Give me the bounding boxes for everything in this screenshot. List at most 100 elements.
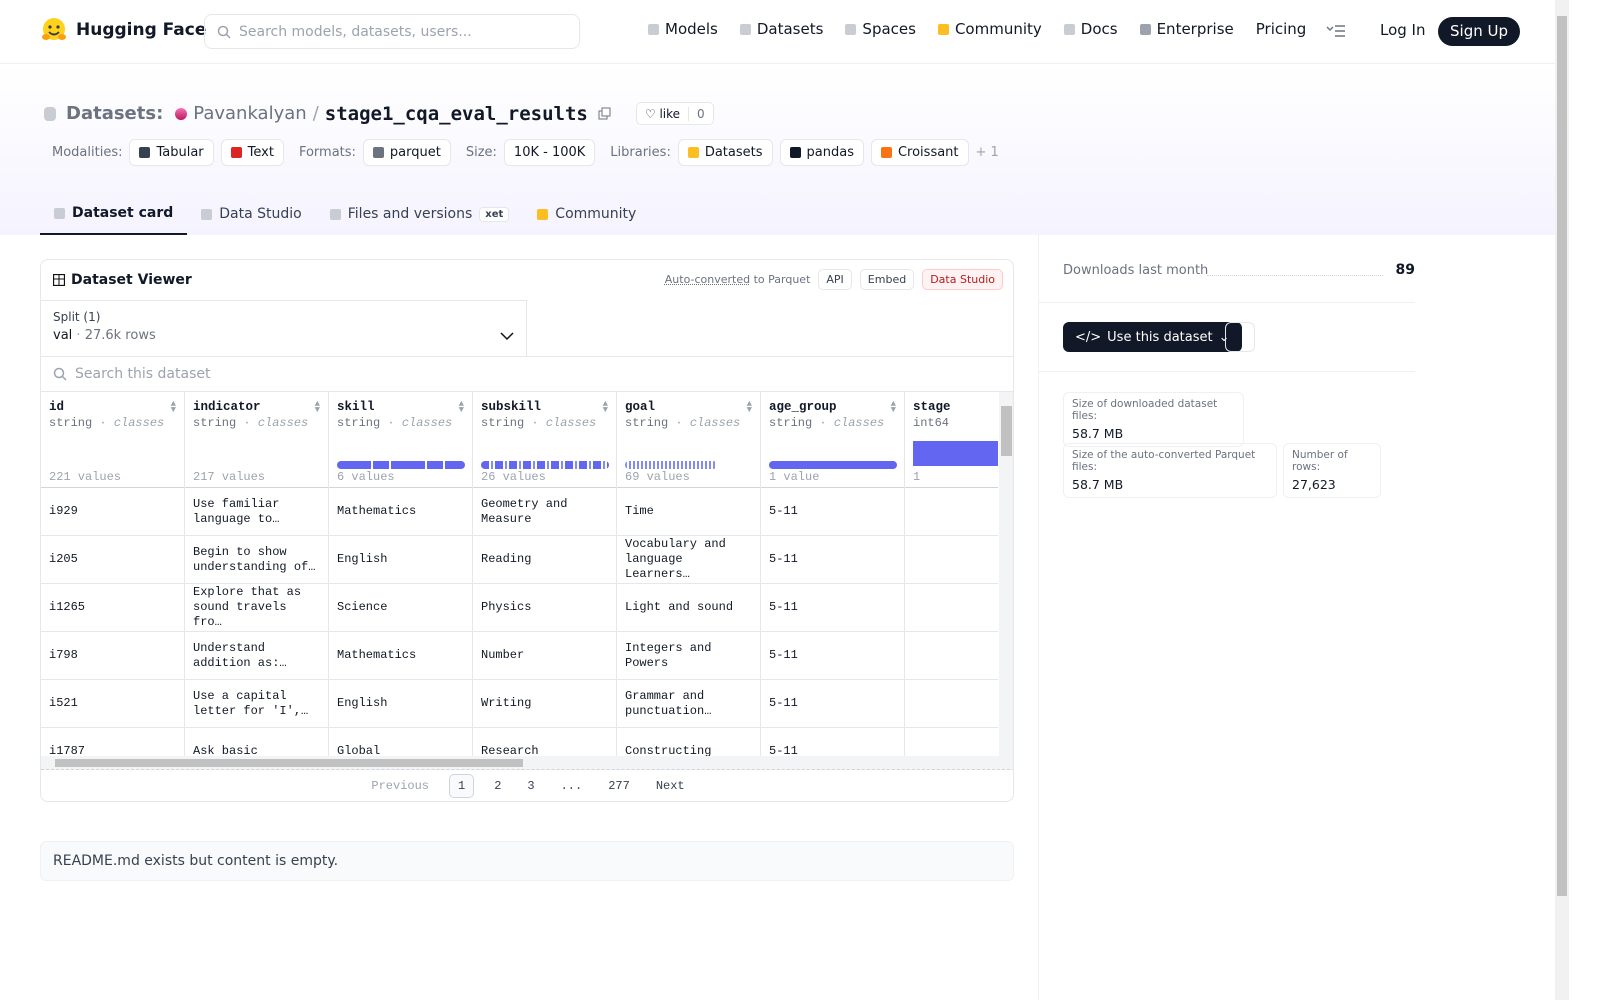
column-header[interactable]: skill string · classes ▲ ▼ 6 values (329, 392, 472, 488)
cell[interactable] (905, 680, 998, 728)
tab[interactable]: Data Studio (187, 193, 315, 235)
cell[interactable]: Integers and Powers (617, 632, 760, 680)
split-selector[interactable]: Split (1) val · 27.6k rows (41, 300, 527, 356)
page-button[interactable]: 3 (527, 779, 535, 793)
nav-link[interactable]: Spaces (845, 20, 916, 38)
section-label[interactable]: Datasets: (66, 103, 164, 124)
tab-label[interactable]: Files and versions (347, 206, 473, 222)
nav-link[interactable]: Docs (1063, 20, 1118, 38)
cell[interactable]: English (329, 680, 472, 728)
column-header[interactable]: id string · classes ▲ ▼ 221 values (41, 392, 184, 488)
copy-icon[interactable] (598, 107, 612, 121)
tag[interactable]: Tabular (129, 139, 214, 166)
cell[interactable]: i929 (41, 488, 184, 536)
cell[interactable]: Physics (473, 584, 616, 632)
histogram[interactable] (913, 441, 998, 466)
sort-icon[interactable]: ▲ ▼ (458, 399, 464, 415)
cell[interactable] (905, 536, 998, 584)
tag-text[interactable]: Tabular (156, 145, 204, 160)
cell[interactable]: Use familiar language to… (185, 488, 328, 536)
cell[interactable]: Constructing (617, 728, 760, 756)
nav-link-text[interactable]: Docs (1080, 20, 1118, 38)
viewer-button[interactable]: API (818, 269, 852, 290)
cell[interactable]: i798 (41, 632, 184, 680)
cell[interactable]: 5-11 (761, 584, 904, 632)
column-header[interactable]: age_group string · classes ▲ ▼ 1 value (761, 392, 904, 488)
viewer-button[interactable]: Data Studio (922, 269, 1003, 290)
cell[interactable]: Science (329, 584, 472, 632)
sort-icon[interactable]: ▲ ▼ (314, 399, 320, 415)
tag-text[interactable]: Text (247, 145, 274, 160)
page-button[interactable]: 2 (494, 779, 502, 793)
signup-button[interactable]: Sign Up (1438, 17, 1520, 46)
sort-icon[interactable]: ▲ ▼ (602, 399, 608, 415)
horizontal-scrollbar[interactable] (41, 756, 1013, 770)
nav-link[interactable]: Community (937, 20, 1042, 38)
cell[interactable]: Light and sound (617, 584, 760, 632)
viewer-search[interactable]: Search this dataset (41, 356, 1013, 392)
page-button[interactable]: 277 (608, 779, 630, 793)
sort-icon[interactable]: ▲ ▼ (170, 399, 176, 415)
cell[interactable]: Begin to show understanding of… (185, 536, 328, 584)
nav-link-text[interactable]: Models (665, 20, 718, 38)
nav-link-text[interactable]: Datasets (756, 20, 824, 38)
vertical-scrollbar[interactable] (999, 392, 1013, 756)
cell[interactable]: 5-11 (761, 728, 904, 756)
cell[interactable]: Explore that as sound travels fro… (185, 584, 328, 632)
sort-icon[interactable]: ▲ ▼ (890, 399, 896, 415)
histogram[interactable] (337, 461, 465, 469)
cell[interactable]: Grammar and punctuation… (617, 680, 760, 728)
tag-text[interactable]: 10K - 100K (513, 145, 586, 160)
login-link[interactable]: Log In (1380, 21, 1426, 39)
page-button[interactable]: ... (560, 779, 583, 793)
tag[interactable]: pandas (779, 139, 864, 166)
cell[interactable]: Geometry and Measure (473, 488, 616, 536)
cell[interactable]: i205 (41, 536, 184, 584)
cell[interactable] (905, 728, 998, 756)
nav-link-text[interactable]: Community (954, 20, 1042, 38)
tag[interactable]: 10K - 100K (503, 139, 596, 166)
auto-converted[interactable]: Auto-converted (664, 273, 751, 286)
more-button[interactable]: ⋮ (1225, 322, 1255, 352)
cell[interactable] (905, 632, 998, 680)
histogram[interactable] (625, 461, 717, 469)
cell[interactable]: 5-11 (761, 680, 904, 728)
column-header[interactable]: indicator string · classes ▲ ▼ 217 values (185, 392, 328, 488)
search-box[interactable]: Search models, datasets, users... (204, 14, 580, 49)
tab[interactable]: Files and versions xet (316, 193, 524, 235)
cell[interactable]: Writing (473, 680, 616, 728)
tab[interactable]: Dataset card (40, 193, 188, 235)
menu-icon[interactable] (1326, 24, 1346, 38)
nav-link-text[interactable]: Enterprise (1156, 20, 1234, 38)
cell[interactable]: Global (329, 728, 472, 756)
owner[interactable]: Pavankalyan (193, 103, 307, 124)
page-button[interactable]: 1 (448, 774, 475, 798)
cell[interactable]: Time (617, 488, 760, 536)
column-header[interactable]: stage int64 1 (905, 392, 998, 488)
nav-link[interactable]: Models (648, 20, 718, 38)
nav-link[interactable]: Enterprise (1139, 20, 1234, 38)
next-button[interactable]: Next (655, 779, 685, 793)
cell[interactable]: Vocabulary and language Learners… (617, 536, 760, 584)
cell[interactable]: i521 (41, 680, 184, 728)
cell[interactable]: 5-11 (761, 536, 904, 584)
more-tags[interactable]: + 1 (975, 145, 999, 160)
cell[interactable]: Ask basic (185, 728, 328, 756)
tab-label[interactable]: Community (555, 206, 637, 222)
tag-text[interactable]: pandas (806, 145, 854, 160)
tag-text[interactable]: Croissant (897, 145, 959, 160)
cell[interactable]: Research (473, 728, 616, 756)
page-scrollbar[interactable] (1555, 0, 1569, 1000)
nav-link-text[interactable]: Pricing (1255, 20, 1307, 38)
column-header[interactable]: subskill string · classes ▲ ▼ 26 values (473, 392, 616, 488)
column-header[interactable]: goal string · classes ▲ ▼ 69 values (617, 392, 760, 488)
cell[interactable]: Use a capital letter for 'I',… (185, 680, 328, 728)
tag-text[interactable]: Datasets (704, 145, 763, 160)
cell[interactable] (905, 488, 998, 536)
cell[interactable]: 5-11 (761, 632, 904, 680)
tab-label[interactable]: Data Studio (219, 206, 302, 222)
tag[interactable]: Croissant (870, 139, 969, 166)
sort-icon[interactable]: ▲ ▼ (746, 399, 752, 415)
cell[interactable]: English (329, 536, 472, 584)
tag[interactable]: parquet (362, 139, 451, 166)
